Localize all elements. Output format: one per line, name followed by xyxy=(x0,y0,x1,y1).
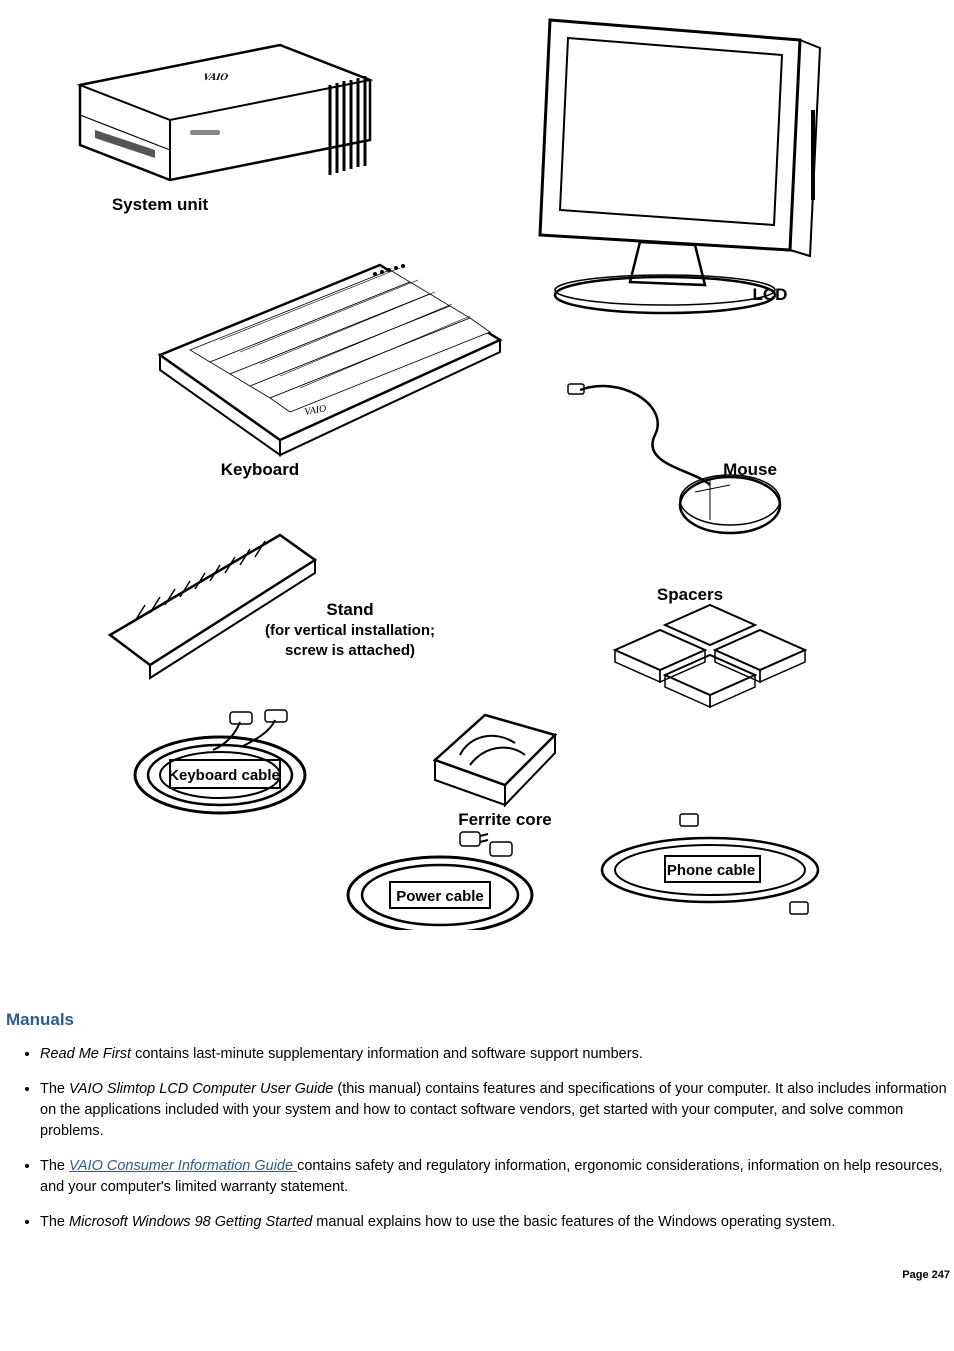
manual-text: manual explains how to use the basic fea… xyxy=(312,1214,835,1230)
spacers-label: Spacers xyxy=(657,585,723,604)
lcd-label: LCD xyxy=(753,285,788,304)
ferrite-core-label: Ferrite core xyxy=(458,810,552,829)
manual-text: The xyxy=(40,1214,69,1230)
svg-text:VAIO: VAIO xyxy=(201,72,230,83)
manual-title: Read Me First xyxy=(40,1046,131,1062)
mouse-icon xyxy=(568,384,780,533)
system-unit-icon: VAIO xyxy=(80,45,370,180)
manuals-list: Read Me First contains last-minute suppl… xyxy=(20,1044,950,1233)
components-svg: VAIO System unit xyxy=(50,10,910,930)
keyboard-cable-label: Keyboard cable xyxy=(168,767,280,784)
system-unit-label: System unit xyxy=(112,195,209,214)
stand-label-2: (for vertical installation; xyxy=(265,622,435,639)
phone-cable-label: Phone cable xyxy=(667,862,755,879)
list-item: Read Me First contains last-minute suppl… xyxy=(40,1044,950,1065)
manual-title: VAIO Slimtop LCD Computer User Guide xyxy=(69,1081,333,1097)
power-cable-icon xyxy=(348,832,532,930)
list-item: The VAIO Slimtop LCD Computer User Guide… xyxy=(40,1079,950,1142)
ferrite-core-icon xyxy=(435,715,555,805)
list-item: The VAIO Consumer Information Guide cont… xyxy=(40,1156,950,1198)
page-number: Page 247 xyxy=(902,1269,950,1281)
stand-label-1: Stand xyxy=(326,600,373,619)
lcd-icon xyxy=(540,20,820,313)
keyboard-label: Keyboard xyxy=(221,460,299,479)
list-item: The Microsoft Windows 98 Getting Started… xyxy=(40,1212,950,1233)
manual-text: The xyxy=(40,1081,69,1097)
manuals-heading: Manuals xyxy=(6,1010,954,1030)
document-page: VAIO System unit xyxy=(0,10,954,1287)
keyboard-cable-icon xyxy=(135,710,305,813)
stand-label-3: screw is attached) xyxy=(285,642,415,659)
power-cable-label: Power cable xyxy=(396,888,484,905)
spacers-icon xyxy=(615,605,805,707)
manual-text: contains last-minute supplementary infor… xyxy=(131,1046,643,1062)
keyboard-icon: VAIO xyxy=(160,264,500,455)
consumer-info-guide-link[interactable]: VAIO Consumer Information Guide xyxy=(69,1158,297,1174)
manual-text: The xyxy=(40,1158,69,1174)
components-diagram: VAIO System unit xyxy=(50,10,910,930)
mouse-label: Mouse xyxy=(723,460,777,479)
manual-title: Microsoft Windows 98 Getting Started xyxy=(69,1214,312,1230)
